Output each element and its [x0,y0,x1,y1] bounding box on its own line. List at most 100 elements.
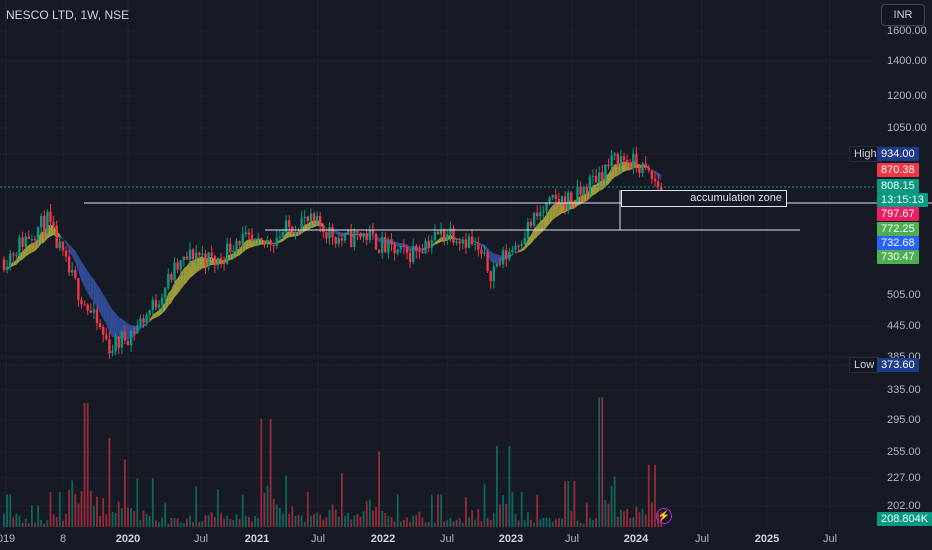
candle-body [253,238,257,241]
volume-bar [207,515,210,527]
candle-body [567,192,570,210]
candle-body [278,236,282,238]
volume-bar [108,437,111,527]
volume-bar [381,511,384,527]
volume-bar [545,517,548,527]
price-axis-label: 1600.00 [887,25,927,37]
volume-bar [434,522,436,527]
candle-body [594,175,598,183]
candle-body [126,340,130,346]
ribbon-segment [245,239,249,251]
candle-body [489,270,492,282]
candle-body [80,299,83,305]
volume-bar [260,419,263,527]
volume-bar [127,507,129,527]
candle-body [2,259,6,270]
volume-bar [77,503,80,527]
price-axis-label: 335.00 [887,384,921,396]
ribbon-segment [87,271,91,299]
volume-bar [58,491,61,527]
ribbon-segment [307,220,311,231]
volume-bar [282,513,284,527]
ribbon-segment [186,261,190,283]
candle-body [474,244,477,246]
candle-body [5,266,9,270]
volume-bar [406,517,408,527]
candle-body [117,336,120,348]
candle-body [219,258,223,261]
volume-bar [449,517,452,527]
candle-body [148,310,151,315]
candle-body [598,172,601,183]
currency-selector[interactable]: INR [881,4,925,26]
candle-body [102,326,105,335]
volume-bar [499,504,501,527]
volume-bar [155,520,157,527]
volume-bar [99,516,101,527]
volume-bar [372,510,374,527]
candle-body [505,250,508,260]
candle-body [638,165,641,174]
volume-bar [24,518,27,527]
volume-bar [480,521,483,527]
ribbon-segment [66,240,70,252]
candle-body [27,236,30,240]
candle-body [650,170,654,179]
candle-body [551,195,554,198]
time-axis-label: Jul [310,533,326,545]
volume-bar [399,521,402,527]
candle-body [325,232,328,239]
volume-bar [629,517,632,527]
candle-body [656,181,660,187]
volume-bar [610,485,613,527]
volume-bar [322,519,325,527]
volume-bar [18,515,21,527]
ribbon-segment [196,257,200,273]
ribbon-segment [177,273,181,294]
volume-bar [567,481,570,527]
volume-bar [192,521,194,527]
candle-body [18,237,21,255]
candle-body [40,215,43,228]
volume-bar [502,495,504,527]
ribbon-segment [583,193,587,203]
volume-bar [145,513,148,527]
ribbon-segment [614,164,618,178]
ribbon-segment [233,249,237,259]
candle-body [557,198,561,204]
volume-bar [316,512,318,527]
ribbon-segment [400,242,404,247]
ma-ribbon [4,160,662,341]
volume-bar [589,517,591,527]
candle-body [86,304,89,311]
accumulation-zone-label[interactable]: accumulation zone [621,190,787,207]
ribbon-segment [100,289,104,319]
candle-body [629,162,632,168]
candle-body [644,163,647,168]
candle-body [300,218,303,232]
candle-body [387,239,390,253]
candle-body [260,237,263,241]
candle-body [55,225,58,249]
ribbon-segment [140,324,144,329]
price-tag: 808.15 [877,179,919,193]
candle-body [396,249,399,254]
volume-bar [347,512,349,527]
candle-body [346,230,350,234]
volume-bar [244,515,247,527]
price-tag: 870.38 [877,163,919,177]
candle-body [635,153,638,166]
volume-bar [62,520,64,527]
volume-bar [179,522,182,527]
volume-bar [235,514,238,527]
volume-bar [272,498,275,527]
lightning-icon[interactable]: ⚡ [656,508,672,524]
volume-bar [489,520,492,527]
low-value: 373.60 [877,358,919,372]
candle-body [315,215,319,222]
horizontal-levels[interactable] [0,186,932,231]
ribbon-segment [41,231,45,244]
volume-bar [37,505,39,527]
ribbon-segment [546,209,550,228]
